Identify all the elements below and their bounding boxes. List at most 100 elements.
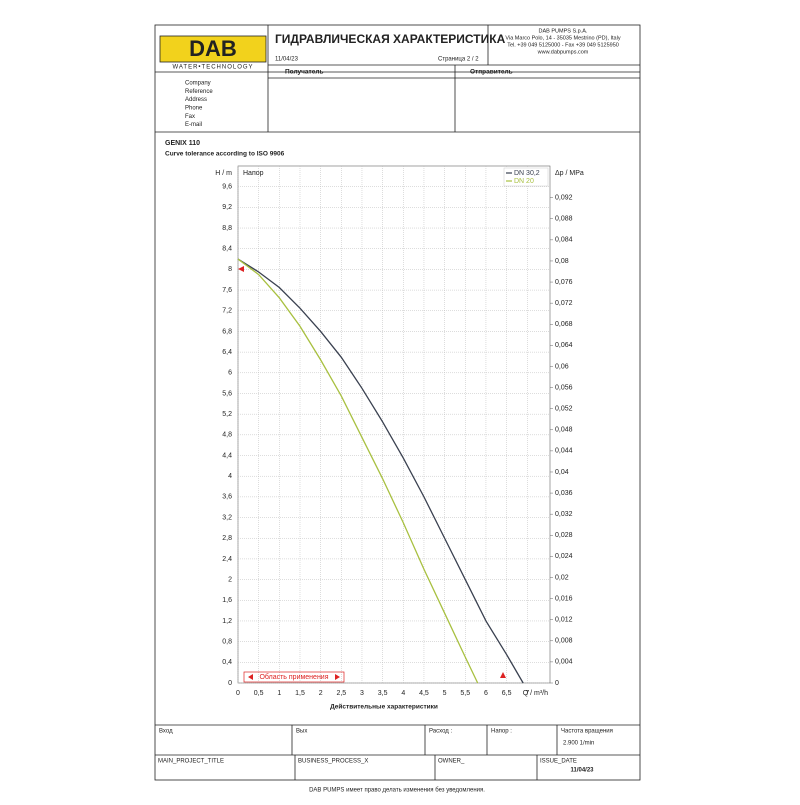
product-note: Curve tolerance according to ISO 9906 <box>165 151 285 158</box>
table-cell: Частота вращения <box>561 729 613 735</box>
y2-tick-label: 0,06 <box>555 363 569 370</box>
footer: DAB PUMPS имеет право делать изменения б… <box>309 788 485 794</box>
y2-tick-label: 0,004 <box>555 659 573 666</box>
y2-tick-label: 0,068 <box>555 321 573 328</box>
x-tick-label: 3 <box>360 690 364 697</box>
contact-field: Reference <box>185 89 213 95</box>
y2-axis-label: Δp / MPa <box>555 170 584 177</box>
y2-tick-label: 0,052 <box>555 406 573 413</box>
y2-tick-label: 0,012 <box>555 617 573 624</box>
y-tick-label: 2,8 <box>222 535 232 542</box>
y-tick-label: 1,6 <box>222 597 232 604</box>
y2-tick-label: 0,064 <box>555 342 573 349</box>
company-line: DAB PUMPS S.p.A. <box>539 28 588 34</box>
y-tick-label: 0,4 <box>222 659 232 666</box>
y-tick-label: 4 <box>228 473 232 480</box>
x-tick-label: 2,5 <box>336 690 346 697</box>
series-line <box>237 258 524 684</box>
x-axis-label: Q / m³/h <box>523 690 548 697</box>
x-tick-label: 4,5 <box>419 690 429 697</box>
duty-marker <box>238 266 244 272</box>
table-cell: Напор : <box>491 729 512 735</box>
x-tick-label: 4 <box>401 690 405 697</box>
y2-tick-label: 0,084 <box>555 237 573 244</box>
frame <box>154 24 641 781</box>
y-tick-label: 8,8 <box>222 225 232 232</box>
y2-tick-label: 0,044 <box>555 448 573 455</box>
contact-field: Address <box>185 97 207 103</box>
y2-tick-label: 0,04 <box>555 469 569 476</box>
y2-tick-label: 0,028 <box>555 532 573 539</box>
company-line: Via Marco Polo, 14 - 35035 Mestrino (PD)… <box>505 35 620 41</box>
legend-label: DN 30,2 <box>514 170 540 177</box>
y2-tick-label: 0,032 <box>555 511 573 518</box>
y2-tick-label: 0,048 <box>555 427 573 434</box>
legend-box <box>503 167 549 187</box>
doc-title: ГИДРАВЛИЧЕСКАЯ ХАРАКТЕРИСТИКА <box>275 32 506 46</box>
y-tick-label: 8,4 <box>222 246 232 253</box>
y2-tick-label: 0,076 <box>555 279 573 286</box>
y2-tick-label: 0 <box>555 680 559 687</box>
y-tick-label: 9,2 <box>222 204 232 211</box>
y-caption: Напор <box>243 170 264 177</box>
x-tick-label: 5 <box>443 690 447 697</box>
y-tick-label: 4,8 <box>222 432 232 439</box>
y-tick-label: 5,2 <box>222 411 232 418</box>
y-axis-label: H / m <box>215 170 232 177</box>
y-tick-label: 3,2 <box>222 514 232 521</box>
table-cell: ISSUE_DATE <box>540 759 577 765</box>
contact-field: Company <box>185 81 211 87</box>
duty-marker <box>500 672 506 678</box>
x-axis-title: Действительные характеристики <box>330 703 438 711</box>
y2-tick-label: 0,088 <box>555 216 573 223</box>
y2-tick-label: 0,072 <box>555 300 573 307</box>
annotation: Область применения <box>259 673 328 681</box>
table-cell: Расход : <box>429 729 452 735</box>
recipient: Получатель <box>285 69 323 76</box>
y-tick-label: 7,2 <box>222 308 232 315</box>
x-tick-label: 0,5 <box>254 690 264 697</box>
contact-field: E-mail <box>185 122 202 128</box>
x-tick-label: 2 <box>319 690 323 697</box>
y2-tick-label: 0,036 <box>555 490 573 497</box>
x-tick-label: 0 <box>236 690 240 697</box>
x-tick-label: 3,5 <box>378 690 388 697</box>
y-tick-label: 6,8 <box>222 328 232 335</box>
y-tick-label: 9,6 <box>222 184 232 191</box>
y-tick-label: 2 <box>228 576 232 583</box>
y-tick-label: 2,4 <box>222 556 232 563</box>
plot-area <box>237 165 551 684</box>
y2-tick-label: 0,08 <box>555 258 569 265</box>
table-cell: MAIN_PROJECT_TITLE <box>158 759 224 765</box>
product-name: GENIX 110 <box>165 140 200 147</box>
chart: 0 0,5 1 1,5 2 2,5 3 3,5 4 4,5 5 5,5 6 6,5 7 0 0,4 0,8 1,2 1… <box>215 165 584 711</box>
table-cell: 11/04/23 <box>570 768 594 774</box>
page-number: Страница 2 / 2 <box>438 57 479 63</box>
y-tick-label: 1,2 <box>222 618 232 625</box>
y-tick-label: 6 <box>228 370 232 377</box>
y-tick-label: 8 <box>228 266 232 273</box>
contact-field: Phone <box>185 105 203 111</box>
table-cell: OWNER_ <box>438 759 465 765</box>
logo-sub: WATER•TECHNOLOGY <box>172 65 253 71</box>
table-cell: Вых <box>296 729 307 735</box>
annotation-box <box>243 671 345 683</box>
y2-tick-label: 0,008 <box>555 638 573 645</box>
sender: Отправитель <box>470 69 513 76</box>
y-tick-label: 3,6 <box>222 494 232 501</box>
logo-box <box>159 35 267 63</box>
y-tick-label: 5,6 <box>222 390 232 397</box>
legend-label: DN 20 <box>514 178 534 185</box>
company-line: www.dabpumps.com <box>537 49 589 55</box>
y-tick-label: 4,4 <box>222 452 232 459</box>
y2-tick-label: 0,016 <box>555 595 573 602</box>
y2-tick-label: 0,056 <box>555 384 573 391</box>
y2-tick-label: 0,024 <box>555 553 573 560</box>
x-tick-label: 1,5 <box>295 690 305 697</box>
y2-tick-label: 0,092 <box>555 194 573 201</box>
x-tick-label: 5,5 <box>460 690 470 697</box>
y-tick-label: 6,4 <box>222 349 232 356</box>
y-tick-label: 0,8 <box>222 638 232 645</box>
